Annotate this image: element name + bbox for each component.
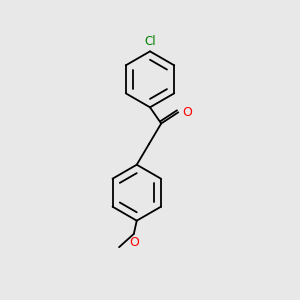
Text: O: O [182,106,192,119]
Text: Cl: Cl [144,35,156,48]
Text: O: O [129,236,139,249]
